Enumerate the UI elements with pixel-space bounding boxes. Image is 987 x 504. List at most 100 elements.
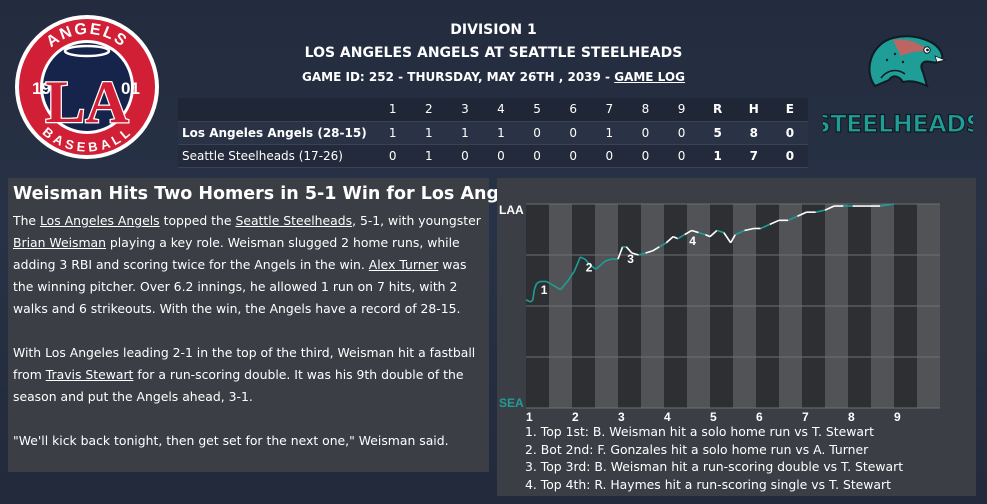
team-name[interactable]: Los Angeles Angels (28-15) — [178, 120, 375, 144]
x-tick-label: 1 — [526, 410, 533, 424]
column-header-1: 1 — [374, 98, 411, 121]
probability-segment — [815, 209, 826, 213]
probability-segment — [709, 229, 718, 238]
text-run: was the winning pitcher. Over 6.2 inning… — [13, 257, 467, 316]
score-cell: 7 — [735, 143, 772, 168]
article-paragraph-2: With Los Angeles leading 2-1 in the top … — [13, 342, 484, 408]
player-link-turner[interactable]: Alex Turner — [368, 257, 439, 272]
probability-segment — [652, 246, 660, 252]
x-tick-label: 6 — [756, 410, 763, 424]
event-marker: 3 — [627, 252, 634, 266]
column-header-8: 8 — [627, 98, 664, 121]
player-link-weisman[interactable]: Brian Weisman — [13, 235, 106, 250]
probability-segment — [525, 299, 531, 303]
score-cell: 0 — [627, 120, 664, 144]
probability-segment — [589, 264, 597, 270]
column-header-3: 3 — [446, 98, 483, 121]
team-label-top: LAA — [499, 203, 524, 217]
probability-segment — [797, 211, 807, 217]
steelhead-fish-icon — [868, 35, 947, 88]
score-cell: 0 — [555, 120, 592, 144]
column-header-9: 9 — [663, 98, 700, 121]
probability-segment — [573, 256, 582, 272]
score-cell: 1 — [410, 143, 447, 168]
probability-segment — [787, 215, 798, 222]
probability-segment — [536, 280, 541, 285]
probability-segment — [631, 252, 639, 256]
probability-segment — [566, 270, 575, 282]
probability-segment — [760, 223, 771, 230]
probability-segment — [684, 229, 693, 236]
score-cell: 1 — [699, 143, 736, 168]
game-header: DIVISION 1 LOS ANGELES ANGELS AT SEATTLE… — [0, 0, 987, 95]
score-cell: 0 — [771, 143, 808, 168]
team-link-angels[interactable]: Los Angeles Angels — [39, 213, 160, 228]
probability-segment — [677, 233, 686, 240]
score-cell: 1 — [591, 120, 628, 144]
probability-segment — [723, 232, 732, 244]
column-header-E: E — [771, 98, 808, 121]
score-cell: 0 — [663, 120, 700, 144]
score-cell: 0 — [555, 143, 592, 168]
probability-segment — [553, 284, 561, 291]
team-name[interactable]: Seattle Steelheads (17-26) — [178, 143, 375, 168]
x-tick-label: 8 — [848, 410, 855, 424]
text-run: topped the — [159, 213, 236, 228]
score-cell: 0 — [627, 143, 664, 168]
score-cell: 8 — [735, 120, 772, 144]
article-headline: Weisman Hits Two Homers in 5-1 Win for L… — [13, 184, 540, 204]
text-run: , 5-1, with youngster — [352, 213, 481, 228]
logo-wordmark: STEELHEADS — [823, 110, 973, 138]
score-cell: 0 — [591, 143, 628, 168]
probability-segment — [617, 246, 624, 260]
team-link-steelheads[interactable]: Seattle Steelheads — [235, 213, 353, 228]
score-cell: 0 — [519, 143, 556, 168]
line-score-row: Seattle Steelheads (17-26) 0 1 0 0 0 0 0 0 0 1 7 0 — [178, 143, 808, 168]
probability-segment — [730, 234, 736, 244]
win-probability-panel: LAA SEA 1 2 3 4 5 6 7 8 9 1 2 3 4 1. Top 1st: B. Weism… — [497, 178, 976, 496]
text-run: playing a key role. Weisman slugged 2 ho… — [13, 235, 460, 272]
probability-segment — [532, 289, 536, 300]
probability-segment — [665, 236, 674, 244]
game-info-text: GAME ID: 252 - THURSDAY, MAY 26TH , 2039… — [302, 70, 615, 84]
score-cell: 0 — [374, 143, 411, 168]
game-log-link[interactable]: GAME LOG — [614, 70, 685, 84]
probability-segment — [559, 281, 569, 291]
probability-segment — [734, 229, 745, 236]
steelheads-logo: STEELHEADS — [823, 35, 973, 139]
score-cell: 0 — [446, 143, 483, 168]
column-header-2: 2 — [410, 98, 447, 121]
game-recap-article: Weisman Hits Two Homers in 5-1 Win for L… — [8, 178, 540, 472]
score-cell: 1 — [410, 120, 447, 144]
scoring-note: 4. Top 4th: R. Haymes hit a run-scoring … — [525, 476, 891, 492]
score-cell: 1 — [446, 120, 483, 144]
probability-segment — [658, 242, 667, 248]
probability-segment — [824, 205, 835, 211]
column-header-4: 4 — [482, 98, 520, 121]
x-tick-label: 4 — [664, 410, 671, 424]
line-score-row: Los Angeles Angels (28-15) 1 1 1 1 0 0 1 0 0 5 8 0 — [178, 120, 808, 144]
event-marker: 4 — [689, 234, 696, 248]
x-tick-label: 9 — [894, 410, 901, 424]
probability-segment — [638, 252, 646, 256]
division-label: DIVISION 1 — [450, 22, 537, 38]
x-tick-label: 5 — [710, 410, 717, 424]
column-header-H: H — [735, 98, 772, 121]
probability-segment — [584, 258, 591, 266]
probability-segment — [533, 283, 538, 290]
probability-segment — [769, 219, 780, 226]
probability-segment — [691, 229, 699, 234]
text-run: The — [13, 213, 40, 228]
score-cell: 5 — [699, 120, 736, 144]
score-cell: 0 — [663, 143, 700, 168]
x-tick-label: 3 — [618, 410, 625, 424]
player-link-stewart[interactable]: Travis Stewart — [45, 367, 134, 382]
halo-icon — [63, 44, 111, 58]
game-info: GAME ID: 252 - THURSDAY, MAY 26TH , 2039… — [0, 70, 987, 84]
matchup-title: LOS ANGELES ANGELS AT SEATTLE STEELHEADS — [304, 45, 683, 61]
probability-segment — [880, 203, 895, 207]
score-cell: 1 — [374, 120, 411, 144]
x-tick-label: 2 — [572, 410, 579, 424]
